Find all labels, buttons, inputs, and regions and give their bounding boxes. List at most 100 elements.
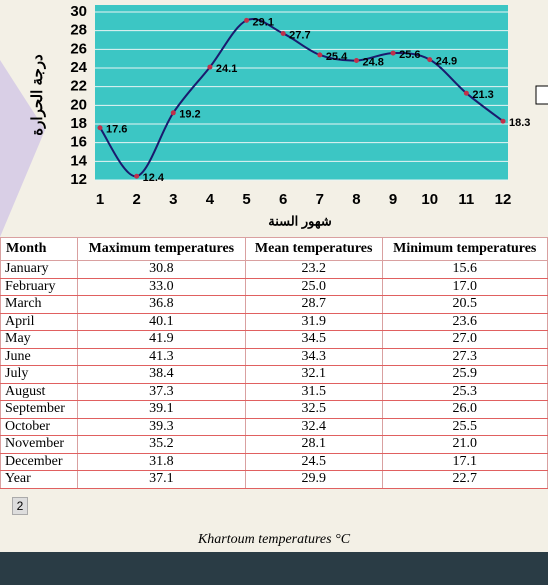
table-row: December 31.8 24.5 17.1 — [0, 453, 548, 471]
x-tick-label: 1 — [96, 191, 104, 208]
column-header: Month — [0, 237, 78, 261]
y-axis-label: درجة الحرارة — [29, 54, 46, 136]
column-header: Minimum temperatures — [381, 237, 548, 261]
y-tick-label: 24 — [70, 59, 87, 76]
data-label: 25.6 — [399, 49, 420, 61]
x-tick-label: 4 — [206, 191, 215, 208]
x-tick-label: 2 — [132, 191, 140, 208]
table-cell: December — [0, 453, 78, 471]
table-cell: 40.1 — [76, 313, 246, 331]
table-cell: 41.9 — [76, 330, 246, 349]
table-cell: November — [0, 435, 78, 454]
point — [463, 90, 469, 96]
table-cell: 23.6 — [381, 313, 548, 331]
table-cell: 37.3 — [76, 383, 246, 401]
table-cell: 35.2 — [76, 435, 246, 454]
table-cell: 41.3 — [76, 348, 246, 366]
table-row: July 38.4 32.1 25.9 — [0, 365, 548, 384]
data-label: 24.1 — [216, 63, 237, 75]
table-caption: Khartoum temperatures °C — [197, 532, 351, 547]
point — [207, 64, 213, 70]
y-tick-label: 12 — [70, 171, 87, 188]
data-label: 19.2 — [179, 109, 200, 121]
table-row: February 33.0 25.0 17.0 — [0, 278, 548, 296]
table-row: March 36.8 28.7 20.5 — [0, 295, 548, 314]
table-cell: January — [0, 260, 78, 279]
x-tick-label: 3 — [169, 191, 177, 208]
table-cell: 27.3 — [381, 348, 548, 366]
point — [500, 118, 506, 124]
table-cell: 15.6 — [381, 260, 548, 279]
table-cell: 32.4 — [244, 418, 383, 436]
chart: درجة الحرارة شهور السنة 1214161820222426… — [0, 3, 548, 237]
table-cell: April — [0, 313, 78, 331]
data-label: 25.4 — [326, 51, 348, 63]
point — [427, 57, 433, 63]
table-row: May 41.9 34.5 27.0 — [0, 330, 548, 349]
y-tick-label: 28 — [70, 22, 87, 39]
table-cell: 38.4 — [76, 365, 246, 384]
table-cell: 26.0 — [381, 400, 548, 419]
temperature-table: Month Maximum temperatures Mean temperatur… — [0, 237, 548, 489]
y-tick-label: 14 — [70, 152, 87, 169]
table-cell: 25.0 — [244, 278, 383, 296]
table-cell: 28.1 — [244, 435, 383, 454]
table-cell: 31.9 — [244, 313, 383, 331]
table-row: August 37.3 31.5 25.3 — [0, 383, 548, 401]
y-tick-label: 22 — [70, 78, 87, 95]
table-cell: 33.0 — [76, 278, 246, 296]
table-cell: 17.1 — [381, 453, 548, 471]
column-header: Mean temperatures — [244, 237, 383, 261]
data-label: 24.9 — [436, 56, 457, 68]
data-label: 21.3 — [472, 89, 493, 101]
point — [134, 173, 140, 179]
table-cell: July — [0, 365, 78, 384]
point — [170, 110, 176, 116]
point — [353, 58, 359, 64]
table-cell: 27.0 — [381, 330, 548, 349]
table-row: June 41.3 34.3 27.3 — [0, 348, 548, 366]
y-tick-label: 16 — [70, 134, 87, 151]
point — [97, 125, 103, 131]
table-cell: 34.5 — [244, 330, 383, 349]
table-cell: 30.8 — [76, 260, 246, 279]
table-cell: August — [0, 383, 78, 401]
x-tick-label: 11 — [458, 191, 474, 208]
x-tick-label: 12 — [495, 191, 512, 208]
y-tick-label: 18 — [70, 115, 87, 132]
table-cell: 25.3 — [381, 383, 548, 401]
x-tick-label: 7 — [316, 191, 324, 208]
y-tick-label: 26 — [70, 40, 87, 57]
data-label: 17.6 — [106, 124, 127, 136]
table-row: January 30.8 23.2 15.6 — [0, 260, 548, 279]
table-cell: 32.1 — [244, 365, 383, 384]
point — [280, 30, 286, 36]
point — [390, 50, 396, 56]
x-tick-label: 8 — [352, 191, 360, 208]
data-label: 24.8 — [362, 56, 383, 68]
footer-bar — [0, 552, 548, 585]
table-cell: June — [0, 348, 78, 366]
table-cell: 24.5 — [244, 453, 383, 471]
y-tick-label: 30 — [70, 3, 87, 20]
x-tick-label: 5 — [242, 191, 250, 208]
data-label: 29.1 — [253, 16, 274, 28]
table-cell: 22.7 — [381, 470, 548, 489]
table-cell: 34.3 — [244, 348, 383, 366]
decoration — [0, 60, 45, 237]
table-row: November 35.2 28.1 21.0 — [0, 435, 548, 454]
table-cell: March — [0, 295, 78, 314]
table-cell: Year — [0, 470, 78, 489]
table-cell: 29.9 — [244, 470, 383, 489]
table-cell: 28.7 — [244, 295, 383, 314]
column-header: Maximum temperatures — [76, 237, 246, 261]
x-tick-label: 6 — [279, 191, 287, 208]
y-tick-label: 20 — [70, 96, 87, 113]
table-row: October 39.3 32.4 25.5 — [0, 418, 548, 436]
table-cell: 32.5 — [244, 400, 383, 419]
table-cell: 20.5 — [381, 295, 548, 314]
table-cell: September — [0, 400, 78, 419]
table-cell: 36.8 — [76, 295, 246, 314]
table-cell: 31.8 — [76, 453, 246, 471]
x-tick-label: 10 — [421, 191, 438, 208]
